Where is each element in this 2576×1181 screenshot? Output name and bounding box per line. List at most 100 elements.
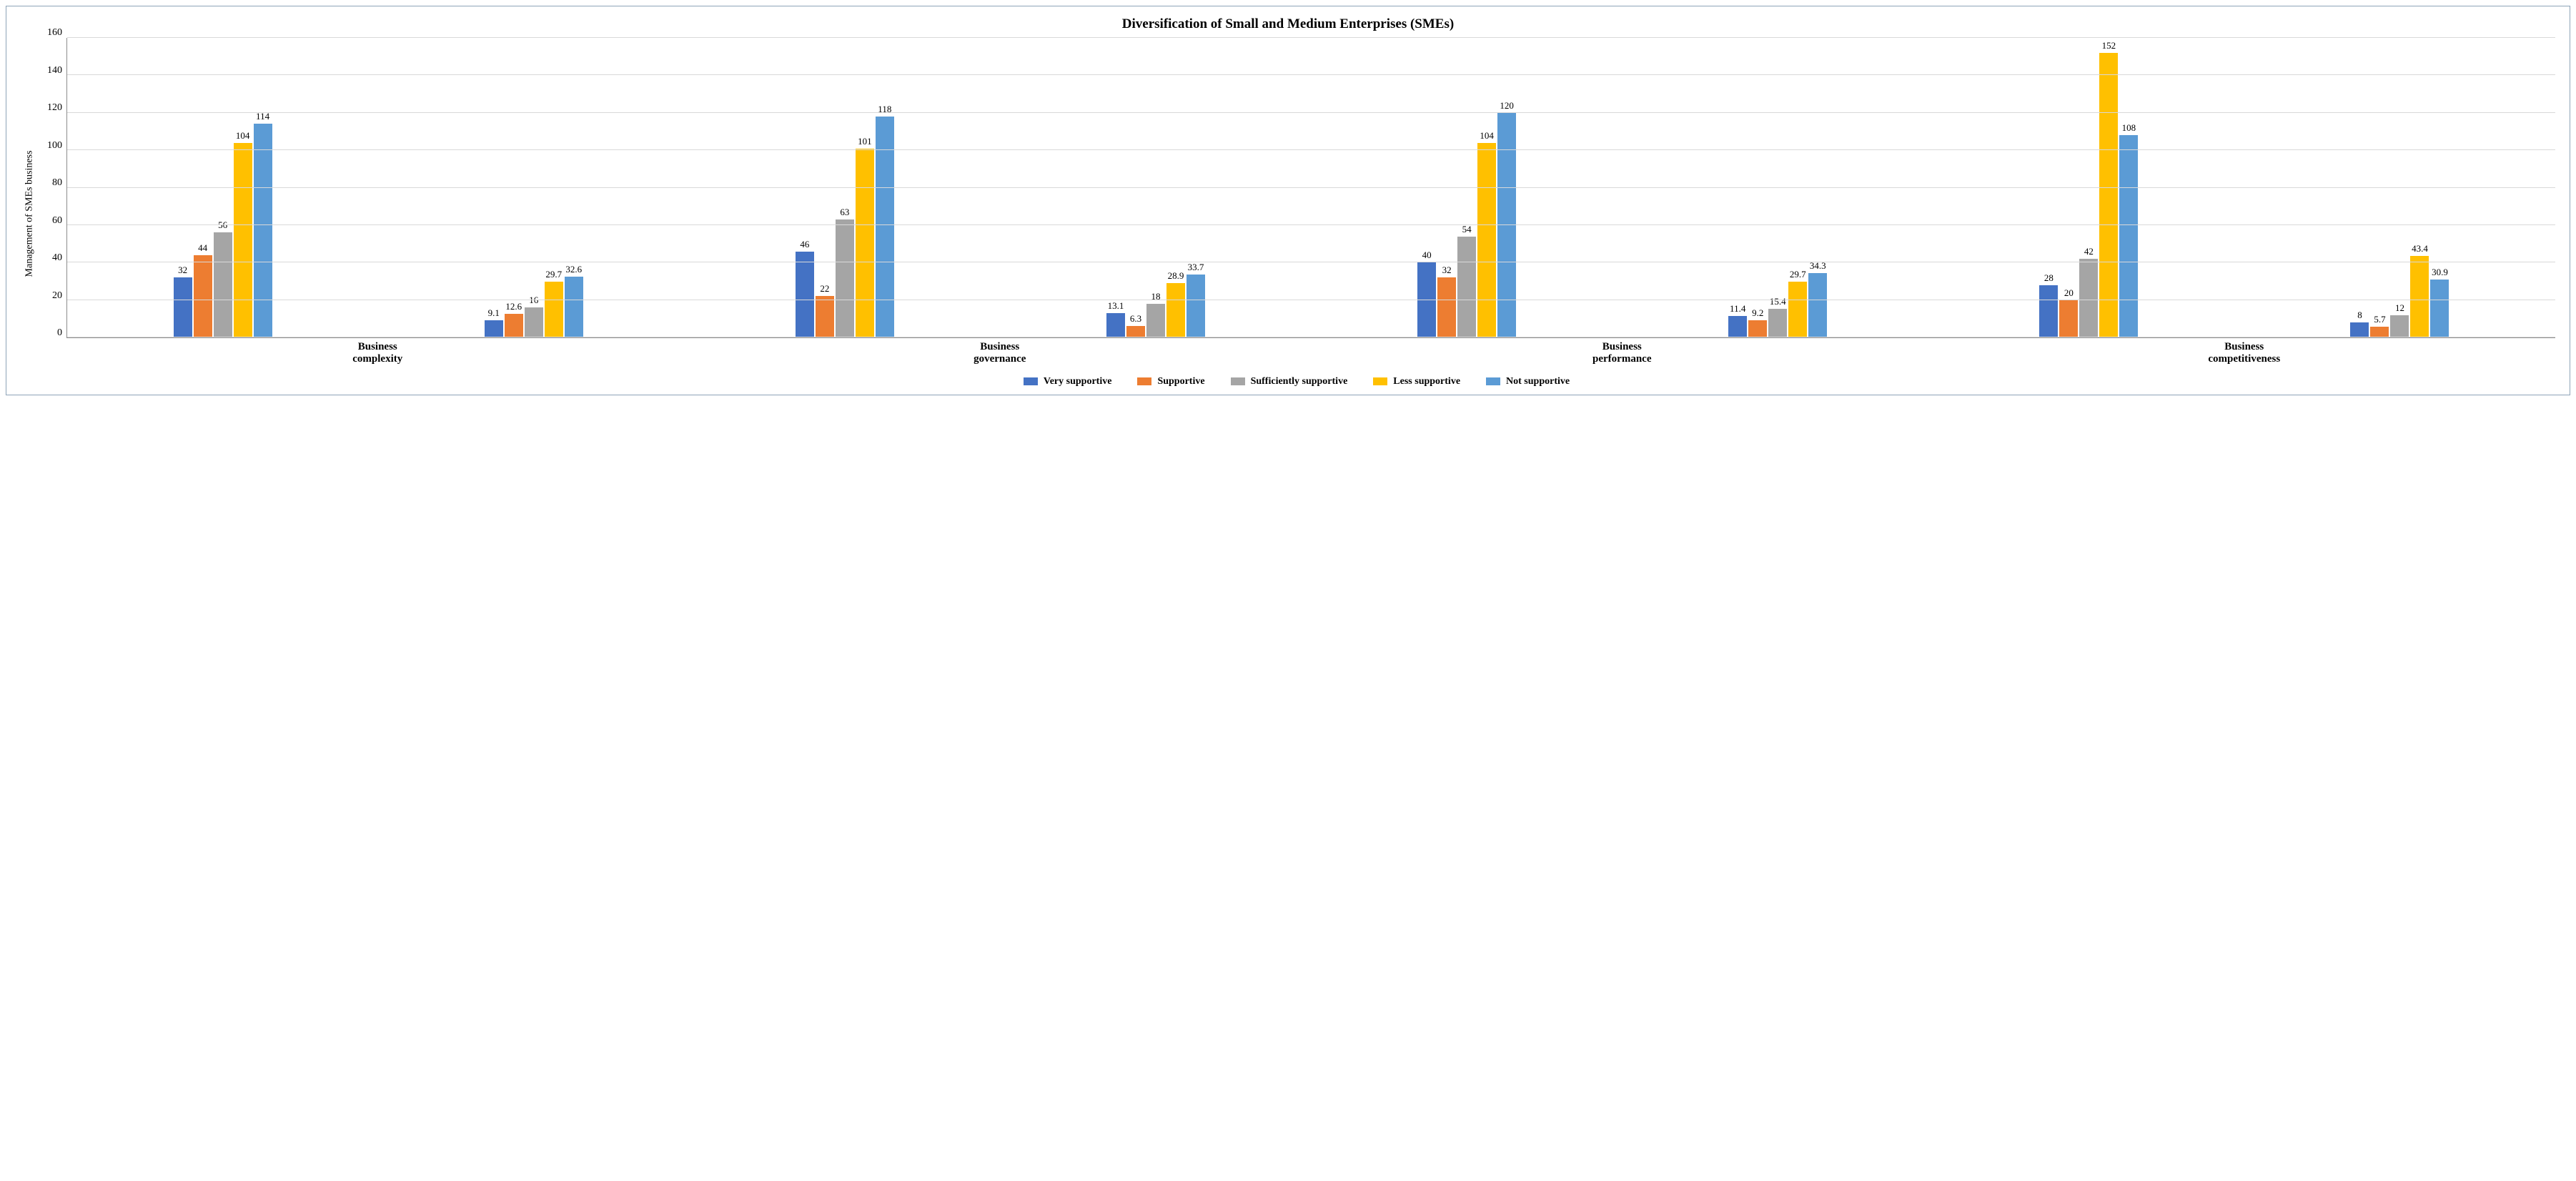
bar: 63	[836, 219, 854, 337]
bar: 104	[234, 143, 252, 337]
category-group: 40325410412011.49.215.429.734.3	[1312, 38, 1933, 337]
bar-value-label: 54	[1462, 224, 1472, 237]
bar: 54	[1457, 237, 1476, 337]
bar-value-label: 15.4	[1770, 296, 1786, 309]
y-axis-label-wrap: Management of SMEs business	[21, 38, 38, 390]
bar: 101	[856, 149, 874, 337]
bar-value-label: 29.7	[1790, 269, 1806, 282]
bar-cluster: 13.16.31828.933.7	[1000, 38, 1311, 337]
legend-item: Supportive	[1137, 376, 1204, 387]
legend-swatch	[1137, 377, 1151, 385]
bar-cluster: 462263101118	[689, 38, 1000, 337]
bar-value-label: 101	[858, 136, 872, 149]
bar-value-label: 44	[198, 242, 207, 255]
bar-value-label: 8	[2357, 310, 2362, 322]
bar: 114	[254, 124, 272, 337]
bar-value-label: 108	[2122, 122, 2136, 135]
legend-item: Sufficiently supportive	[1231, 376, 1348, 387]
bar-value-label: 32.6	[565, 264, 582, 277]
bar: 5.7	[2370, 327, 2389, 337]
gridline	[67, 37, 2555, 38]
bar: 13.1	[1106, 313, 1125, 337]
bar-value-label: 152	[2102, 40, 2116, 53]
bar: 28.9	[1166, 283, 1185, 337]
bar: 42	[2079, 259, 2098, 337]
bar: 9.2	[1748, 320, 1767, 337]
plot-wrap: 160140120100806040200 3244561041149.112.…	[38, 38, 2555, 390]
category-group: 3244561041149.112.61629.732.6	[67, 38, 689, 337]
bar-value-label: 11.4	[1730, 303, 1745, 316]
bar-cluster: 9.112.61629.732.6	[378, 38, 689, 337]
gridline	[67, 74, 2555, 75]
bar-value-label: 33.7	[1188, 262, 1204, 275]
bar: 20	[2059, 300, 2078, 337]
bar: 32.6	[565, 277, 583, 337]
gridline	[67, 224, 2555, 225]
bar-value-label: 9.1	[488, 307, 500, 320]
plot-row: 160140120100806040200 3244561041149.112.…	[38, 38, 2555, 338]
bar-value-label: 22	[820, 283, 829, 296]
bar: 11.4	[1728, 316, 1747, 337]
x-axis: BusinesscomplexityBusinessgovernanceBusi…	[38, 338, 2555, 366]
legend-label: Not supportive	[1506, 376, 1570, 387]
bar: 46	[796, 252, 814, 337]
bar-value-label: 104	[236, 130, 250, 143]
bar: 152	[2099, 53, 2118, 337]
bar-value-label: 16	[529, 295, 538, 307]
bar: 6.3	[1126, 326, 1145, 337]
bar: 15.4	[1768, 309, 1787, 337]
bar: 44	[194, 255, 212, 337]
legend-label: Sufficiently supportive	[1251, 376, 1348, 387]
x-category-label: Businesscomplexity	[66, 338, 689, 366]
bar: 16	[525, 307, 543, 337]
bar-value-label: 13.1	[1108, 300, 1124, 313]
bar-value-label: 43.4	[2412, 243, 2428, 256]
bar: 12.6	[505, 314, 523, 337]
bar-value-label: 18	[1151, 291, 1160, 304]
bar: 18	[1146, 304, 1165, 337]
bar-value-label: 40	[1422, 249, 1432, 262]
bar: 120	[1497, 113, 1516, 337]
bar: 32	[174, 277, 192, 337]
bar-value-label: 120	[1500, 100, 1514, 113]
bar: 29.7	[545, 282, 563, 337]
gridline	[67, 112, 2555, 113]
bar: 9.1	[485, 320, 503, 337]
bar-value-label: 9.2	[1752, 307, 1763, 320]
bar-value-label: 12	[2395, 302, 2404, 315]
bar: 40	[1417, 262, 1436, 337]
bar-value-label: 12.6	[505, 301, 522, 314]
bar-cluster: 282042152108	[1933, 38, 2244, 337]
bar-value-label: 32	[178, 265, 187, 277]
bar-groups: 3244561041149.112.61629.732.646226310111…	[67, 38, 2555, 337]
x-category-label: Businessgovernance	[689, 338, 1312, 366]
chart-container: Diversification of Small and Medium Ente…	[6, 6, 2570, 395]
bar: 22	[816, 296, 834, 337]
bar: 43.4	[2410, 256, 2429, 337]
bar-value-label: 32	[1442, 265, 1452, 277]
bar-cluster: 85.71243.430.9	[2244, 38, 2555, 337]
bar-value-label: 28.9	[1168, 270, 1184, 283]
bar: 12	[2390, 315, 2409, 337]
bar-value-label: 20	[2064, 287, 2074, 300]
category-group: 28204215210885.71243.430.9	[1933, 38, 2555, 337]
x-category-label: Businessperformance	[1311, 338, 1933, 366]
bar-cluster: 11.49.215.429.734.3	[1623, 38, 1933, 337]
legend: Very supportive Supportive Sufficiently su…	[38, 376, 2555, 390]
bar-cluster: 403254104120	[1312, 38, 1623, 337]
bar-value-label: 118	[878, 104, 891, 117]
legend-label: Supportive	[1157, 376, 1204, 387]
bar-value-label: 28	[2044, 272, 2054, 285]
legend-swatch	[1231, 377, 1245, 385]
bar-value-label: 63	[840, 207, 849, 219]
gridline	[67, 149, 2555, 150]
legend-item: Not supportive	[1486, 376, 1570, 387]
x-axis-spacer	[38, 338, 66, 366]
y-axis: 160140120100806040200	[38, 38, 66, 338]
legend-item: Less supportive	[1373, 376, 1460, 387]
legend-label: Less supportive	[1393, 376, 1460, 387]
bar: 104	[1477, 143, 1496, 337]
bar: 29.7	[1788, 282, 1807, 337]
chart-body: Management of SMEs business 160140120100…	[21, 38, 2555, 390]
legend-label: Very supportive	[1044, 376, 1112, 387]
